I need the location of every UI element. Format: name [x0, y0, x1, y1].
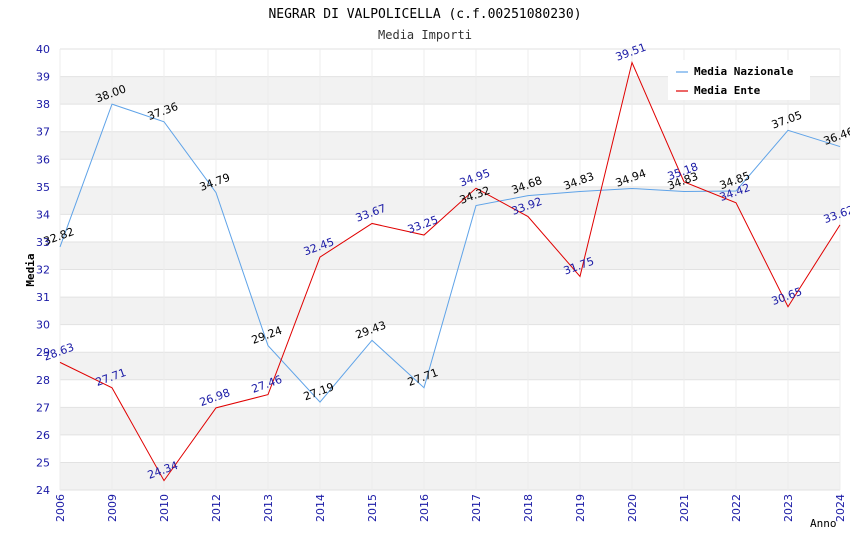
x-tick-label: 2018 [522, 494, 535, 522]
series-line-media-nazionale [59, 103, 841, 403]
y-tick-label: 28 [36, 374, 50, 387]
grid-band [60, 352, 840, 380]
y-tick-label: 24 [36, 484, 50, 497]
grid-band [60, 462, 840, 490]
series-line-media-ente [59, 60, 841, 482]
grid-band [60, 407, 840, 435]
data-label: 27.19 [302, 380, 336, 403]
y-tick-label: 32 [36, 264, 50, 277]
data-label: 37.05 [770, 109, 804, 132]
legend-label-media-nazionale: Media Nazionale [694, 65, 794, 78]
x-tick-label: 2012 [210, 494, 223, 522]
y-tick-label: 37 [36, 126, 50, 139]
series-lines [59, 60, 841, 482]
grid-band [60, 131, 840, 160]
x-tick-label: 2022 [730, 494, 743, 522]
x-tick-label: 2024 [834, 494, 847, 522]
y-tick-label: 31 [36, 291, 50, 304]
y-tick-label: 35 [36, 181, 50, 194]
x-tick-label: 2010 [158, 494, 171, 522]
x-tick-label: 2009 [106, 494, 119, 522]
x-tick-label: 2021 [678, 494, 691, 522]
chart-subtitle: Media Importi [378, 28, 472, 42]
y-tick-label: 33 [36, 236, 50, 249]
x-tick-label: 2015 [366, 494, 379, 522]
legend-label-media-ente: Media Ente [694, 84, 761, 97]
chart-title: NEGRAR DI VALPOLICELLA (c.f.00251080230) [268, 7, 581, 22]
y-tick-label: 27 [36, 401, 50, 414]
grid-lines [59, 48, 841, 491]
y-tick-label: 39 [36, 71, 50, 84]
y-axis-ticks: 24 25 26 27 28 29 30 31 32 33 34 35 36 37 38 39 40 [36, 43, 50, 497]
x-tick-label: 2013 [262, 494, 275, 522]
legend-box [668, 60, 810, 100]
x-axis-label: Anno [810, 517, 837, 530]
grid-band [60, 241, 840, 270]
x-tick-label: 2019 [574, 494, 587, 522]
x-tick-label: 2017 [470, 494, 483, 522]
x-tick-label: 2014 [314, 494, 327, 522]
y-tick-label: 26 [36, 429, 50, 442]
legend: Media Nazionale Media Ente [668, 60, 810, 100]
x-tick-label: 2006 [54, 494, 67, 522]
x-tick-label: 2023 [782, 494, 795, 522]
y-tick-label: 34 [36, 208, 50, 221]
data-label: 39.51 [614, 41, 648, 64]
x-tick-label: 2020 [626, 494, 639, 522]
y-tick-label: 29 [36, 346, 50, 359]
x-axis-ticks: 2006 2009 2010 2012 2013 2014 2015 2016 2017 2018… [54, 494, 847, 522]
grid-bands [60, 76, 840, 490]
data-label: 34.94 [614, 167, 648, 190]
grid-band [60, 297, 840, 325]
y-tick-label: 38 [36, 98, 50, 111]
data-label: 33.25 [406, 213, 440, 236]
y-axis-label: Media [24, 253, 37, 286]
y-tick-label: 40 [36, 43, 50, 56]
x-tick-label: 2016 [418, 494, 431, 522]
y-tick-label: 25 [36, 456, 50, 469]
y-tick-label: 36 [36, 153, 50, 166]
y-tick-label: 30 [36, 319, 50, 332]
